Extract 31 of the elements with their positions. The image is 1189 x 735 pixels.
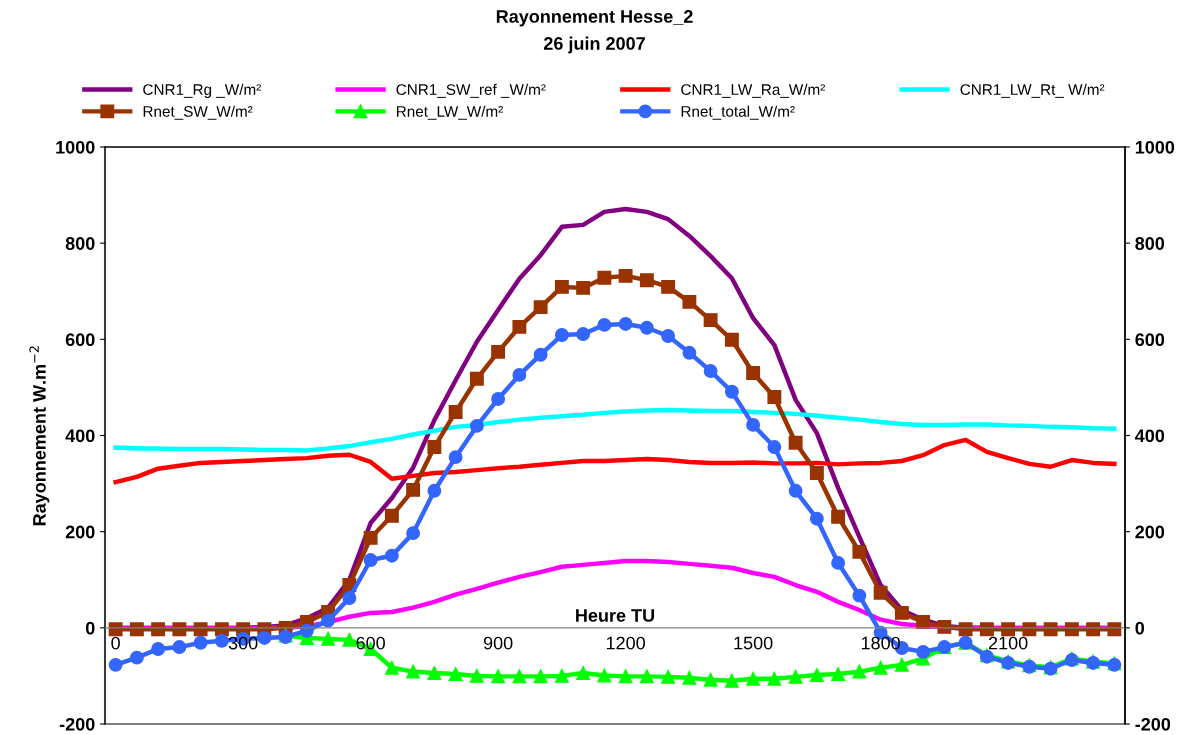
y2-tick-label: 1000 [1135, 140, 1175, 154]
y2-tick-label: -200 [1135, 717, 1171, 731]
chart-title: Rayonnement Hesse_2 [496, 10, 693, 27]
legend-label: CNR1_Rg _W/m² [143, 83, 261, 98]
x-tick-label: 1200 [606, 636, 645, 650]
chart-subtitle: 26 juin 2007 [543, 36, 645, 54]
y2-tick-label: 200 [1135, 525, 1165, 539]
legend-label: Rnet_LW_W/m² [396, 105, 503, 120]
x-tick-label: 1500 [734, 636, 773, 650]
x-tick-label: 2100 [988, 636, 1028, 650]
y-tick-label: 800 [65, 237, 95, 250]
y2-tick-label: 800 [1135, 237, 1165, 250]
y-axis-title: Rayonnement W.m$^{−2}$ [29, 346, 50, 526]
y2-tick-label: 0 [1135, 621, 1145, 635]
y-tick-label: -200 [59, 717, 95, 731]
y-tick-label: 200 [65, 525, 95, 539]
x-tick-label: 900 [483, 636, 513, 650]
x-tick-label: 600 [356, 636, 385, 650]
legend-label: CNR1_LW_Ra_W/m² [681, 83, 826, 98]
legend-label: Rnet_total_W/m² [681, 105, 795, 120]
y2-tick-label: 600 [1135, 333, 1165, 347]
y2-tick-label: 400 [1135, 429, 1165, 443]
y-tick-label: 1000 [56, 140, 95, 154]
legend-label: CNR1_SW_ref _W/m² [396, 83, 546, 98]
x-axis-title: Heure TU [576, 609, 655, 622]
y-tick-label: 600 [65, 333, 95, 347]
y-tick-label: 400 [65, 429, 95, 443]
y-tick-label: 0 [85, 621, 95, 635]
x-tick-label: 0 [111, 636, 120, 650]
legend-label: CNR1_LW_Rt_ W/m² [960, 83, 1105, 98]
legend-label: Rnet_SW_W/m² [143, 105, 253, 120]
